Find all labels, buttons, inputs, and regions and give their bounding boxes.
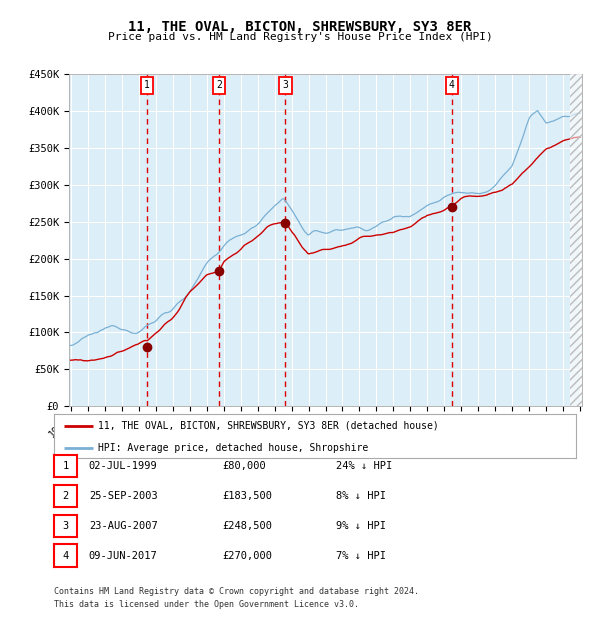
Text: 9% ↓ HPI: 9% ↓ HPI (336, 521, 386, 531)
Text: £183,500: £183,500 (222, 491, 272, 501)
Text: 8% ↓ HPI: 8% ↓ HPI (336, 491, 386, 501)
Text: 2: 2 (216, 81, 222, 91)
Text: 3: 3 (283, 81, 289, 91)
Text: 25-SEP-2003: 25-SEP-2003 (89, 491, 158, 501)
Text: 23-AUG-2007: 23-AUG-2007 (89, 521, 158, 531)
Text: 1: 1 (144, 81, 150, 91)
Text: 1: 1 (62, 461, 68, 471)
Text: £248,500: £248,500 (222, 521, 272, 531)
Text: 09-JUN-2017: 09-JUN-2017 (89, 551, 158, 560)
Text: Contains HM Land Registry data © Crown copyright and database right 2024.: Contains HM Land Registry data © Crown c… (54, 587, 419, 596)
Text: 3: 3 (62, 521, 68, 531)
Text: 02-JUL-1999: 02-JUL-1999 (89, 461, 158, 471)
Text: 11, THE OVAL, BICTON, SHREWSBURY, SY3 8ER (detached house): 11, THE OVAL, BICTON, SHREWSBURY, SY3 8E… (98, 421, 439, 431)
Text: 4: 4 (449, 81, 455, 91)
Text: 4: 4 (62, 551, 68, 560)
Text: £80,000: £80,000 (222, 461, 266, 471)
Bar (571, 74, 582, 406)
Text: 24% ↓ HPI: 24% ↓ HPI (336, 461, 392, 471)
Text: Price paid vs. HM Land Registry's House Price Index (HPI): Price paid vs. HM Land Registry's House … (107, 32, 493, 42)
Text: This data is licensed under the Open Government Licence v3.0.: This data is licensed under the Open Gov… (54, 600, 359, 609)
Text: 2: 2 (62, 491, 68, 501)
Text: HPI: Average price, detached house, Shropshire: HPI: Average price, detached house, Shro… (98, 443, 368, 453)
Text: 11, THE OVAL, BICTON, SHREWSBURY, SY3 8ER: 11, THE OVAL, BICTON, SHREWSBURY, SY3 8E… (128, 20, 472, 34)
Text: £270,000: £270,000 (222, 551, 272, 560)
Bar (571, 74, 582, 406)
Text: 7% ↓ HPI: 7% ↓ HPI (336, 551, 386, 560)
